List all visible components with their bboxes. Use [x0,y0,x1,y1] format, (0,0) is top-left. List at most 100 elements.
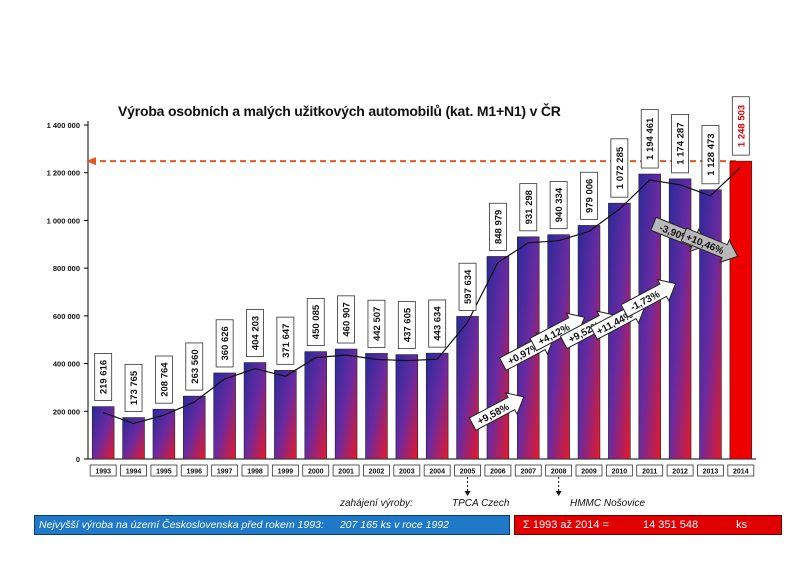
value-label-box [549,181,568,230]
x-tick-label: 2006 [490,469,506,476]
value-label-2003: 437 605 [397,300,416,349]
value-label-2013: 1 128 473 [701,124,720,185]
value-label-text: 371 647 [281,324,292,358]
x-tick-box [545,464,573,477]
value-label-1996: 263 560 [185,342,204,391]
value-label-box [306,298,325,347]
value-label-text: 219 616 [99,360,110,394]
bar-2014 [729,160,753,460]
value-label-1994: 173 765 [124,363,143,412]
value-label-text: 848 979 [493,210,504,244]
bar-1996 [183,395,206,460]
value-label-1995: 208 764 [155,355,173,404]
x-tick-label: 2013 [703,469,719,476]
value-label-text: 1 128 473 [706,133,717,175]
y-tick-label: 200 000 [53,407,80,416]
value-label-box [276,316,295,365]
y-tick-label: 1 400 000 [47,121,80,130]
value-label-box [428,299,447,348]
value-label-text: 1 194 461 [645,117,656,160]
x-tick-box [363,464,390,477]
value-label-text: 442 507 [372,307,383,341]
bar-1993 [91,406,115,460]
value-label-2002: 442 507 [367,299,386,348]
bar-2009 [577,225,601,460]
value-label-text: 940 334 [554,187,565,222]
value-label-text: 1 174 287 [676,123,687,165]
bar-2003 [395,354,419,460]
value-label-box [519,183,538,232]
value-label-box [489,202,507,251]
value-label-text: 979 006 [585,179,596,213]
plant-markers [464,477,562,496]
reference-arrowhead [86,157,96,166]
bar-2001 [334,348,358,460]
y-tick-label: 1 200 000 [47,169,80,178]
value-label-box [155,355,173,404]
start-label: zahájení výroby: [340,498,413,509]
x-tick-box [454,464,481,477]
x-tick-label: 2004 [429,469,445,476]
value-label-text: 1 072 285 [615,146,626,189]
x-tick-box [211,464,239,477]
footer-historical-max: Nejvyšší výroba na území Československa … [34,515,510,535]
x-tick-label: 1994 [126,469,142,476]
x-tick-label: 2014 [733,469,749,476]
value-label-box [580,171,598,220]
value-label-box [731,96,750,156]
value-label-box [610,138,629,198]
value-label-2012: 1 174 287 [671,114,689,174]
x-tick-label: 1995 [156,469,172,476]
x-tick-box [120,464,147,477]
value-label-box [671,114,689,174]
y-tick-label: 600 000 [53,312,80,321]
bar-2002 [365,353,388,460]
value-label-text: 931 298 [524,190,535,224]
plant-marker-arrow [555,491,562,496]
x-tick-label: 2009 [581,469,597,476]
value-label-2009: 979 006 [580,171,598,220]
value-label-2007: 931 298 [519,183,538,232]
value-label-2006: 848 979 [489,202,507,251]
value-label-box [701,124,720,185]
x-tick-label: 1997 [217,469,233,476]
value-label-box [337,295,355,344]
growth-arrow-shape [468,392,525,431]
x-tick-box [666,464,694,477]
footer-sum: Σ 1993 až 2014 = 14 351 548 ks [514,515,782,535]
chart-bars: 1993 1994 1995 1996 1997 1998 1999 2000 2001 2002… [89,160,755,477]
x-tick-box [484,464,512,477]
value-label-2001: 460 907 [337,295,355,344]
growth-arrow-shape [680,227,739,264]
x-tick-label: 1996 [186,469,202,476]
bar-1994 [122,417,145,460]
value-label-box [397,300,416,349]
value-label-box [246,308,264,357]
value-label-1998: 404 203 [246,308,264,357]
value-label-text: 597 634 [463,269,474,304]
value-label-text: 1 248 503 [736,105,747,147]
x-tick-label: 2003 [399,469,415,476]
x-tick-label: 2007 [520,469,536,476]
x-tick-box [180,464,208,477]
value-label-box [185,342,204,391]
value-label-box [215,319,234,368]
value-label-1999: 371 647 [276,316,295,365]
value-label-text: 460 907 [342,302,353,336]
x-tick-box [636,464,664,477]
bar-2000 [304,351,327,460]
value-label-text: 208 764 [159,362,170,397]
x-tick-box [697,464,724,477]
trend-line [102,166,742,425]
bar-1995 [152,408,176,460]
x-tick-label: 2005 [460,469,476,476]
bar-1997 [213,372,236,460]
footer-left-value: 207 165 ks v roce 1992 [339,519,449,531]
x-tick-label: 2000 [308,469,324,476]
value-label-text: 450 085 [311,304,322,339]
tpca-label: TPCA Czech [452,498,510,509]
x-tick-box [575,464,603,477]
value-label-box [94,353,113,402]
x-tick-label: 1998 [247,469,263,476]
